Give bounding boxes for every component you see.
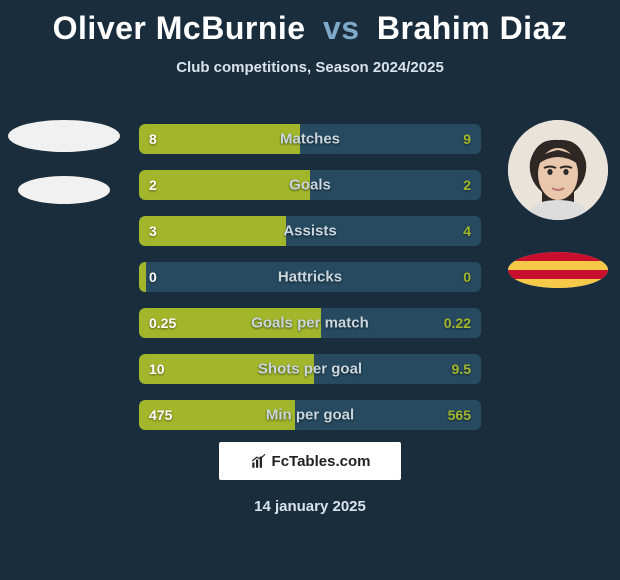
stat-row: 109.5Shots per goal	[139, 354, 481, 384]
stat-value-left: 2	[149, 177, 157, 193]
stat-row: 475565Min per goal	[139, 400, 481, 430]
stat-value-right: 0.22	[444, 315, 471, 331]
chart-icon	[250, 452, 268, 470]
player2-avatar	[508, 120, 608, 220]
player1-name: Oliver McBurnie	[53, 10, 306, 46]
stat-value-right: 565	[448, 407, 471, 423]
stat-row: 89Matches	[139, 124, 481, 154]
stat-fill-right	[300, 124, 481, 154]
stat-fill-right	[310, 170, 481, 200]
avatar-icon	[508, 120, 608, 220]
player2-name: Brahim Diaz	[377, 10, 567, 46]
site-branding: FcTables.com	[219, 442, 401, 480]
player2-flag	[508, 252, 608, 288]
subtitle: Club competitions, Season 2024/2025	[0, 59, 620, 76]
stat-value-left: 3	[149, 223, 157, 239]
stat-value-left: 0	[149, 269, 157, 285]
stat-row: 00Hattricks	[139, 262, 481, 292]
stats-bars: 89Matches22Goals34Assists00Hattricks0.25…	[139, 124, 481, 446]
stat-fill-left	[139, 170, 310, 200]
stat-value-right: 4	[463, 223, 471, 239]
site-name: FcTables.com	[272, 453, 371, 470]
stat-row: 0.250.22Goals per match	[139, 308, 481, 338]
stat-value-right: 9.5	[452, 361, 471, 377]
stat-fill-right	[146, 262, 481, 292]
date: 14 january 2025	[0, 498, 620, 515]
stat-value-right: 0	[463, 269, 471, 285]
stat-value-right: 2	[463, 177, 471, 193]
stat-fill-left	[139, 354, 314, 384]
stat-fill-left	[139, 216, 286, 246]
comparison-title: Oliver McBurnie vs Brahim Diaz	[0, 0, 620, 47]
vs-label: vs	[323, 10, 360, 46]
player1-avatar-placeholder	[8, 120, 120, 152]
stat-fill-left	[139, 124, 300, 154]
stat-fill-right	[286, 216, 481, 246]
stat-row: 34Assists	[139, 216, 481, 246]
stat-value-right: 9	[463, 131, 471, 147]
stat-row: 22Goals	[139, 170, 481, 200]
stat-value-left: 475	[149, 407, 172, 423]
stat-value-left: 8	[149, 131, 157, 147]
player1-flag-placeholder	[18, 176, 110, 204]
stat-fill-left	[139, 262, 146, 292]
stat-value-left: 0.25	[149, 315, 176, 331]
stat-value-left: 10	[149, 361, 165, 377]
